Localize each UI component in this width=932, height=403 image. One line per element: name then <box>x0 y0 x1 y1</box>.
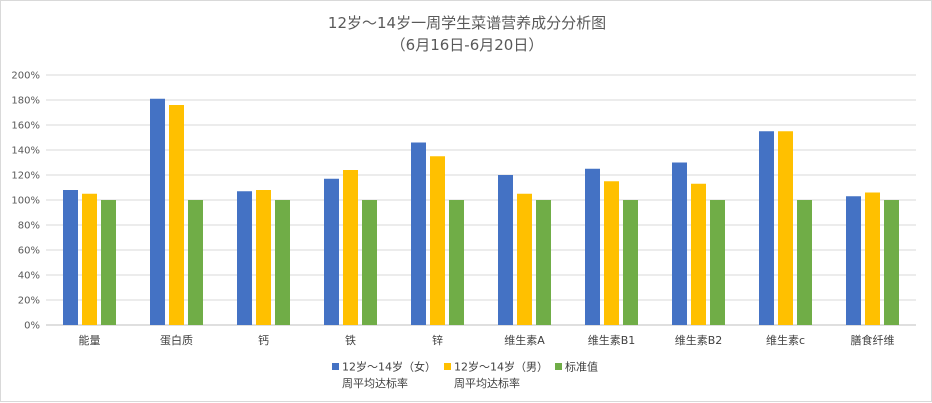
y-tick-label: 80% <box>18 221 40 232</box>
bar <box>604 181 619 325</box>
bar <box>343 170 358 325</box>
x-tick-label: 维生素A <box>504 333 545 347</box>
bar <box>430 156 445 325</box>
bar <box>865 192 880 325</box>
x-tick-label: 能量 <box>79 333 101 347</box>
y-tick-label: 200% <box>11 71 40 82</box>
bar <box>275 200 290 325</box>
bar <box>517 193 532 325</box>
chart-title: 12岁～14岁一周学生菜谱营养成分分析图 <box>328 14 606 32</box>
legend-label-line2: 周平均达标率 <box>342 376 408 390</box>
legend-swatch <box>555 363 562 370</box>
bar <box>411 142 426 325</box>
legend-swatch <box>444 363 451 370</box>
bar <box>710 200 725 325</box>
y-tick-label: 140% <box>11 146 40 157</box>
y-tick-label: 180% <box>11 96 40 107</box>
bar <box>63 190 78 325</box>
bar <box>846 196 861 325</box>
y-tick-label: 0% <box>24 321 40 332</box>
x-axis: 能量 蛋白质 钙 铁 锌 维生素A 维生素B1 维生素B2 维生素c 膳食纤维 <box>79 333 895 347</box>
chart-subtitle: （6月16日-6月20日） <box>391 36 544 54</box>
bar <box>691 183 706 325</box>
legend-label: 12岁～14岁（男） <box>454 360 548 374</box>
y-tick-label: 100% <box>11 196 40 207</box>
bar <box>449 200 464 325</box>
bar <box>884 200 899 325</box>
legend: 12岁～14岁（女） 周平均达标率 12岁～14岁（男） 周平均达标率 标准值 <box>332 360 598 390</box>
y-tick-label: 20% <box>18 296 40 307</box>
y-tick-label: 120% <box>11 171 40 182</box>
legend-swatch <box>332 363 339 370</box>
y-axis: 0% 20% 40% 60% 80% 100% 120% 140% 160% 180% 200% <box>11 71 40 332</box>
x-tick-label: 维生素B2 <box>675 333 723 347</box>
y-tick-label: 40% <box>18 271 40 282</box>
bar <box>778 131 793 325</box>
x-tick-label: 钙 <box>258 333 269 347</box>
legend-label: 标准值 <box>565 360 598 374</box>
bars <box>63 98 899 325</box>
x-tick-label: 铁 <box>345 334 356 347</box>
bar <box>362 200 377 325</box>
bar <box>759 131 774 325</box>
x-tick-label: 维生素B1 <box>588 333 636 347</box>
bar <box>150 98 165 325</box>
bar <box>672 162 687 325</box>
bar <box>623 200 638 325</box>
bar <box>797 200 812 325</box>
bar <box>237 191 252 325</box>
bar <box>188 200 203 325</box>
bar <box>498 175 513 325</box>
bar <box>324 178 339 325</box>
y-tick-label: 60% <box>18 246 40 257</box>
bar <box>169 105 184 325</box>
legend-label-line2: 周平均达标率 <box>454 376 520 390</box>
x-tick-label: 维生素c <box>766 333 805 347</box>
bar <box>256 190 271 325</box>
x-tick-label: 蛋白质 <box>160 333 193 347</box>
legend-label: 12岁～14岁（女） <box>342 360 436 374</box>
bar <box>101 200 116 325</box>
bar <box>585 168 600 325</box>
y-tick-label: 160% <box>11 121 40 132</box>
bar <box>536 200 551 325</box>
x-tick-label: 膳食纤维 <box>851 333 895 347</box>
bar <box>82 193 97 325</box>
x-tick-label: 锌 <box>432 333 443 347</box>
